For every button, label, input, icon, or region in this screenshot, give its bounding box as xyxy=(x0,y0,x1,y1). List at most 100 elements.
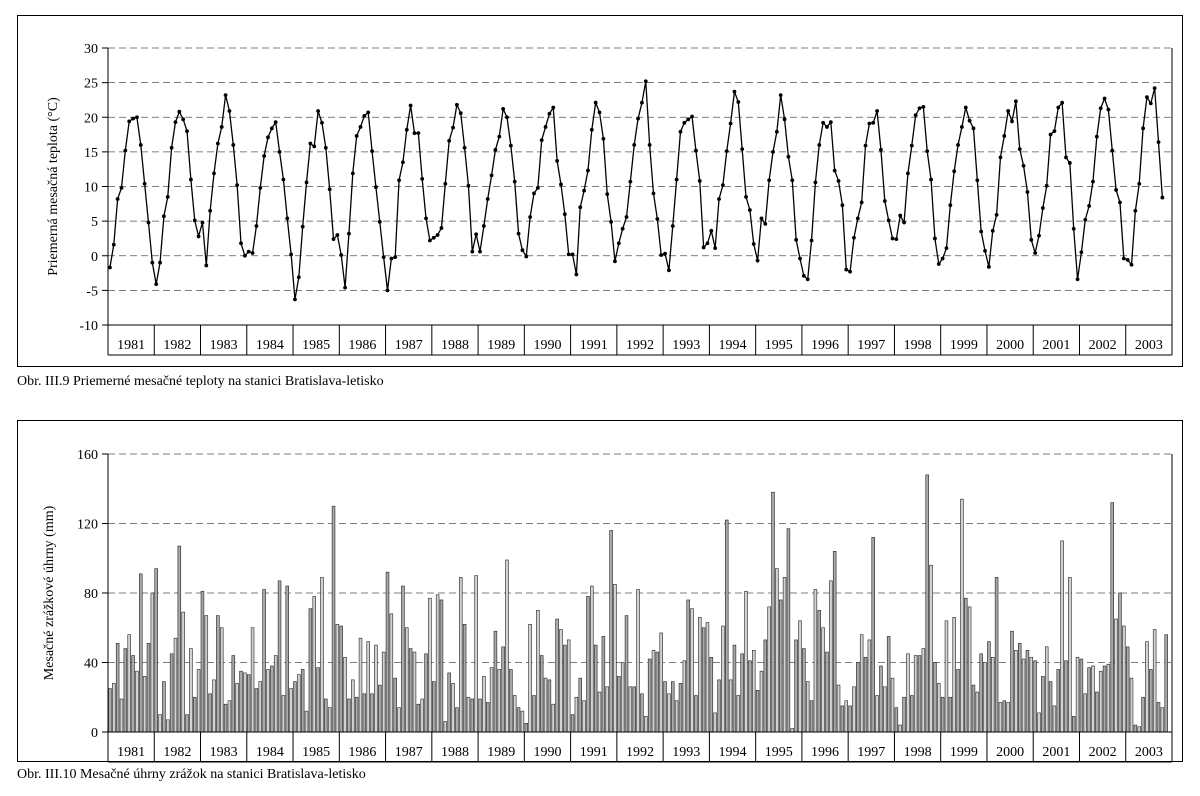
temperature-year-label: 1988 xyxy=(441,338,469,353)
precipitation-bar xyxy=(439,599,444,733)
precipitation-chart-caption: Obr. III.10 Mesačné úhrny zrážok na stan… xyxy=(17,767,366,782)
temperature-data-point xyxy=(516,231,521,236)
precipitation-bar xyxy=(420,698,424,733)
temperature-year-label: 1982 xyxy=(163,338,191,353)
temperature-data-point xyxy=(173,120,178,124)
temperature-data-point xyxy=(597,110,602,115)
precipitation-bar xyxy=(405,627,409,733)
precipitation-bar xyxy=(493,630,498,733)
temperature-data-point xyxy=(936,262,941,266)
precipitation-bar xyxy=(709,656,714,733)
temperature-y-tick-label: 15 xyxy=(84,146,98,161)
temperature-data-point xyxy=(408,103,413,108)
precipitation-bar xyxy=(135,670,139,733)
precipitation-bar xyxy=(628,686,633,733)
precipitation-bar xyxy=(273,655,278,733)
temperature-data-point xyxy=(1037,233,1041,238)
temperature-data-point xyxy=(266,135,270,140)
precipitation-bar xyxy=(169,653,174,733)
temperature-data-point xyxy=(663,251,667,256)
temperature-data-point xyxy=(458,111,463,115)
precipitation-year-label: 1994 xyxy=(719,745,747,760)
temperature-data-point xyxy=(1118,200,1122,205)
temperature-data-point xyxy=(682,120,687,125)
temperature-year-label: 1985 xyxy=(302,338,330,353)
temperature-data-point xyxy=(771,149,775,154)
precipitation-bar xyxy=(327,707,332,733)
precipitation-bar xyxy=(539,655,544,733)
temperature-data-point xyxy=(720,183,725,188)
temperature-chart-caption: Obr. III.9 Priemerné mesačné teploty na … xyxy=(17,374,384,389)
temperature-data-point xyxy=(505,115,509,120)
temperature-data-point xyxy=(428,238,432,243)
temperature-data-point xyxy=(1044,183,1049,188)
temperature-data-point xyxy=(848,269,852,274)
temperature-data-point xyxy=(994,212,999,217)
temperature-data-point xyxy=(462,145,467,150)
precipitation-bar xyxy=(524,723,529,733)
precipitation-bar xyxy=(1091,665,1095,733)
precipitation-bar xyxy=(200,590,205,733)
temperature-data-point xyxy=(686,117,691,122)
precipitation-bar xyxy=(1114,618,1118,733)
temperature-data-point xyxy=(239,241,243,246)
temperature-data-point xyxy=(755,258,760,263)
precipitation-bar xyxy=(886,636,891,733)
precipitation-bar xyxy=(216,615,220,733)
temperature-data-point xyxy=(701,245,706,250)
temperature-data-point xyxy=(713,246,718,251)
precipitation-bar xyxy=(1060,540,1064,733)
temperature-data-point xyxy=(1156,140,1161,145)
precipitation-bar xyxy=(428,597,432,733)
precipitation-y-tick-label: 80 xyxy=(84,587,98,602)
precipitation-bar xyxy=(1044,646,1049,733)
temperature-data-point xyxy=(1102,96,1107,101)
temperature-data-point xyxy=(956,143,960,147)
precipitation-bar xyxy=(964,597,968,733)
temperature-data-point xyxy=(940,256,945,261)
precipitation-bar xyxy=(971,684,976,733)
precipitation-bar xyxy=(663,681,667,733)
precipitation-bar xyxy=(478,698,482,733)
precipitation-bar xyxy=(551,703,555,733)
precipitation-bar xyxy=(597,691,602,733)
temperature-data-point xyxy=(778,93,783,97)
temperature-data-point xyxy=(235,183,240,188)
temperature-data-point xyxy=(1017,147,1022,152)
temperature-data-point xyxy=(1067,161,1072,165)
temperature-data-point xyxy=(986,264,991,269)
temperature-data-point xyxy=(466,183,471,188)
temperature-data-point xyxy=(289,252,294,257)
precipitation-bar xyxy=(1129,677,1134,733)
precipitation-bar xyxy=(832,550,837,733)
precipitation-chart: 0 40 80 120 160 1981 1982 1983 1984 1985 1986 1987 1… xyxy=(42,448,1173,763)
precipitation-bar xyxy=(632,686,636,733)
temperature-year-label: 1994 xyxy=(719,338,747,353)
precipitation-bar xyxy=(1025,650,1030,733)
temperature-data-point xyxy=(906,171,910,176)
temperature-data-point xyxy=(1048,132,1053,137)
temperature-data-point xyxy=(836,179,841,183)
precipitation-bar xyxy=(408,648,413,733)
precipitation-bar xyxy=(266,669,270,733)
precipitation-bar xyxy=(767,606,771,733)
precipitation-bar xyxy=(254,688,259,733)
precipitation-bar xyxy=(732,644,737,733)
precipitation-bar xyxy=(624,615,629,733)
precipitation-bar xyxy=(856,662,860,733)
temperature-data-point xyxy=(335,233,340,237)
precipitation-bar xyxy=(293,681,297,733)
precipitation-bar xyxy=(944,620,949,733)
temperature-data-point xyxy=(751,242,756,246)
precipitation-bar xyxy=(1133,724,1138,733)
precipitation-bar xyxy=(728,679,733,733)
temperature-data-point xyxy=(1071,226,1076,231)
temperature-data-point xyxy=(1075,277,1080,282)
temperature-data-point xyxy=(115,197,120,201)
temperature-data-point xyxy=(913,113,918,118)
temperature-data-point xyxy=(535,185,540,190)
precipitation-bar xyxy=(347,698,351,733)
temperature-data-point xyxy=(728,121,733,126)
precipitation-bar xyxy=(698,617,702,733)
temperature-data-point xyxy=(404,127,409,132)
